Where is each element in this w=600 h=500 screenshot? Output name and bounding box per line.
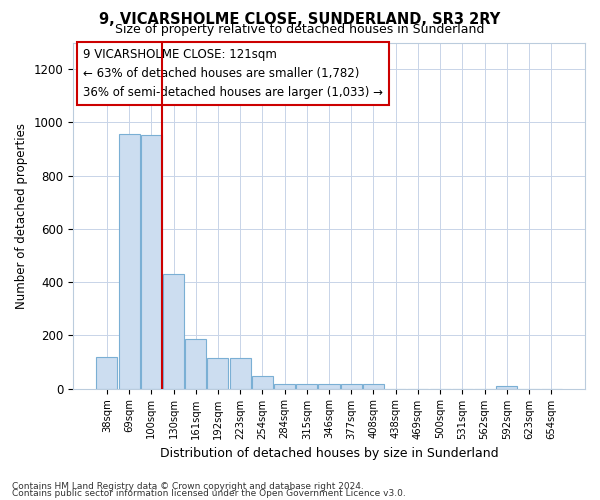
X-axis label: Distribution of detached houses by size in Sunderland: Distribution of detached houses by size … [160, 447, 499, 460]
Bar [163, 274, 184, 388]
Bar [363, 384, 384, 388]
Bar [208, 358, 229, 388]
Bar [319, 384, 340, 388]
Bar [119, 134, 140, 388]
Text: 9, VICARSHOLME CLOSE, SUNDERLAND, SR3 2RY: 9, VICARSHOLME CLOSE, SUNDERLAND, SR3 2R… [100, 12, 500, 28]
Text: Contains public sector information licensed under the Open Government Licence v3: Contains public sector information licen… [12, 490, 406, 498]
Bar [496, 386, 517, 388]
Bar [296, 384, 317, 388]
Text: Contains HM Land Registry data © Crown copyright and database right 2024.: Contains HM Land Registry data © Crown c… [12, 482, 364, 491]
Bar [96, 356, 118, 388]
Bar [341, 384, 362, 388]
Bar [230, 358, 251, 388]
Y-axis label: Number of detached properties: Number of detached properties [15, 122, 28, 308]
Text: 9 VICARSHOLME CLOSE: 121sqm
← 63% of detached houses are smaller (1,782)
36% of : 9 VICARSHOLME CLOSE: 121sqm ← 63% of det… [83, 48, 383, 98]
Bar [141, 135, 162, 388]
Bar [274, 384, 295, 388]
Text: Size of property relative to detached houses in Sunderland: Size of property relative to detached ho… [115, 22, 485, 36]
Bar [185, 340, 206, 388]
Bar [252, 376, 273, 388]
